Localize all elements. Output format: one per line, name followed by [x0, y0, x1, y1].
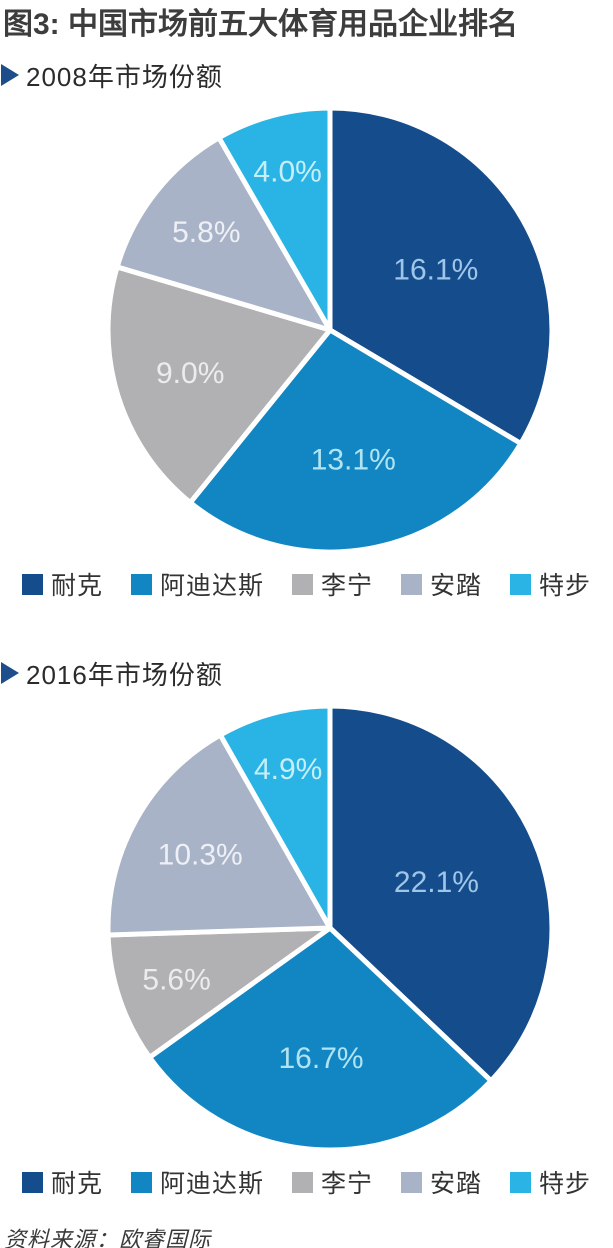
legend-item-xtep: 特步: [510, 566, 591, 602]
pie-slice-label: 16.1%: [393, 253, 478, 286]
pie-slice-label: 5.6%: [142, 963, 210, 996]
adidas-swatch-icon: [130, 1171, 152, 1193]
legend-2008: 耐克 阿迪达斯 李宁 安踏 特步: [0, 568, 613, 600]
section-2016: 2016年市场份额 22.1% 16.7% 5.6% 10.3% 4.9% 耐克 阿迪达…: [0, 656, 613, 1198]
pie-slice-李宁: [105, 925, 333, 1060]
section-2008: 2008年市场份额 16.1% 13.1% 9.0% 5.8% 4.0% 耐克 阿迪达斯…: [0, 58, 613, 600]
nike-swatch-icon: [21, 1171, 43, 1193]
pie-slice-label: 4.0%: [253, 155, 321, 188]
adidas-swatch-icon: [130, 573, 152, 595]
source-note: 资料来源：欧睿国际: [4, 1227, 212, 1248]
pie-slice-安踏: [105, 732, 333, 938]
pie-chart-2016: 22.1% 16.7% 5.6% 10.3% 4.9%: [102, 700, 558, 1156]
legend-item-anta: 安踏: [401, 1164, 482, 1200]
triangle-right-icon: [1, 662, 19, 684]
pie-slice-耐克: [327, 105, 555, 447]
legend-label: 李宁: [320, 1170, 373, 1198]
legend-item-anta: 安踏: [401, 566, 482, 602]
section-header-2016: 2016年市场份额: [1, 656, 613, 690]
nike-swatch-icon: [21, 573, 43, 595]
pie-slice-label: 22.1%: [394, 866, 479, 899]
pie-slice-特步: [216, 105, 333, 333]
pie-slice-特步: [217, 703, 333, 931]
legend-item-xtep: 特步: [510, 1164, 591, 1200]
legend-item-nike: 耐克: [21, 1164, 103, 1200]
legend-label: 特步: [539, 1170, 592, 1198]
xtep-swatch-icon: [510, 1171, 532, 1193]
xtep-swatch-icon: [510, 573, 532, 595]
pie-slice-label: 4.9%: [254, 753, 322, 786]
section-title-2016: 2016年市场份额: [26, 659, 223, 690]
pie-slice-耐克: [327, 703, 555, 1084]
legend-label: 特步: [539, 572, 592, 600]
section-header-2008: 2008年市场份额: [1, 58, 613, 92]
legend-item-adidas: 阿迪达斯: [130, 1164, 264, 1200]
pie-slice-安踏: [114, 135, 333, 333]
anta-swatch-icon: [401, 1171, 422, 1193]
pie-slice-阿迪达斯: [187, 327, 524, 555]
section-title-2008: 2008年市场份额: [26, 61, 223, 92]
figure-title: 图3: 中国市场前五大体育用品企业排名: [3, 8, 519, 41]
pie-slice-李宁: [105, 264, 333, 506]
legend-label: 耐克: [50, 572, 103, 600]
pie-slice-label: 13.1%: [311, 444, 396, 477]
pie-chart-2008: 16.1% 13.1% 9.0% 5.8% 4.0%: [102, 102, 558, 558]
legend-label: 安踏: [430, 1170, 483, 1198]
triangle-right-icon: [1, 64, 19, 86]
legend-label: 李宁: [320, 572, 373, 600]
pie-slice-label: 10.3%: [158, 839, 243, 872]
legend-label: 安踏: [430, 572, 483, 600]
legend-label: 阿迪达斯: [159, 572, 264, 600]
legend-label: 阿迪达斯: [159, 1170, 264, 1198]
legend-item-lining: 李宁: [291, 566, 373, 602]
legend-label: 耐克: [50, 1170, 103, 1198]
pie-slice-label: 9.0%: [156, 357, 224, 390]
legend-item-nike: 耐克: [21, 566, 103, 602]
pie-slice-阿迪达斯: [147, 925, 494, 1153]
legend-2016: 耐克 阿迪达斯 李宁 安踏 特步: [0, 1166, 613, 1198]
anta-swatch-icon: [401, 573, 422, 595]
legend-item-adidas: 阿迪达斯: [130, 566, 264, 602]
lining-swatch-icon: [291, 573, 313, 595]
pie-slice-label: 5.8%: [172, 216, 240, 249]
lining-swatch-icon: [291, 1171, 313, 1193]
legend-item-lining: 李宁: [291, 1164, 373, 1200]
pie-slice-label: 16.7%: [278, 1042, 363, 1075]
